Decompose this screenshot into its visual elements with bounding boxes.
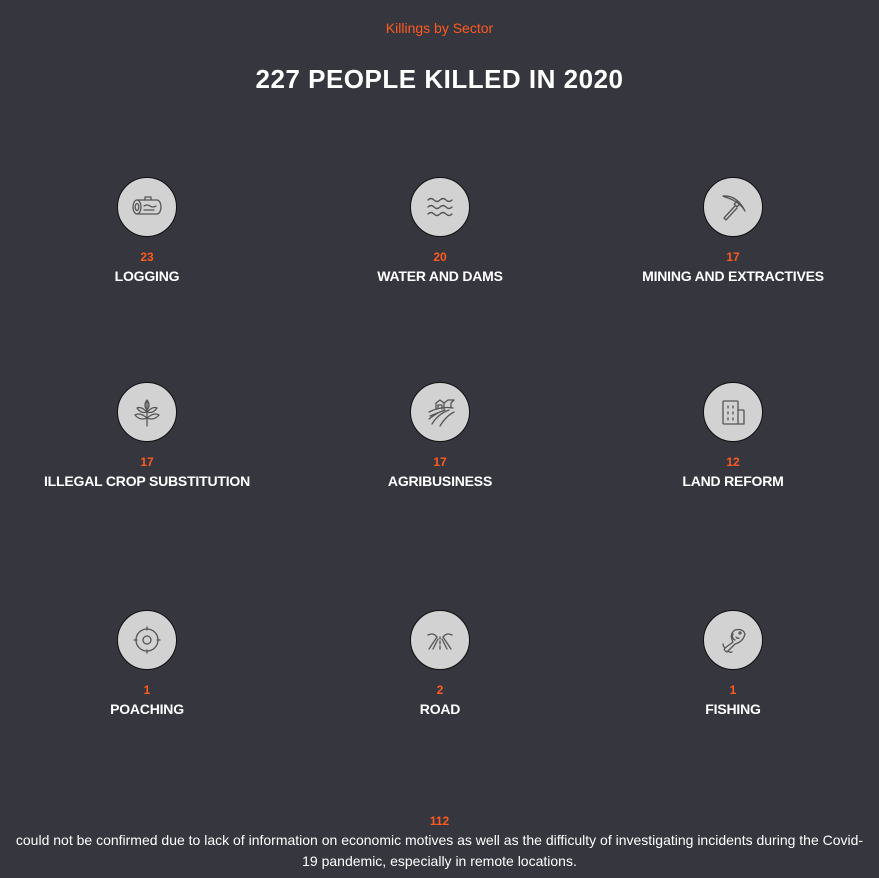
water-waves-icon	[410, 177, 470, 237]
chart-subtitle: Killings by Sector	[385, 20, 494, 36]
unconfirmed-description: could not be confirmed due to lack of in…	[15, 832, 864, 869]
sector-label: ROAD	[419, 701, 461, 717]
plant-leaf-icon	[117, 382, 177, 442]
sector-count: 17	[726, 250, 740, 264]
pickaxe-icon	[703, 177, 763, 237]
sector-land-reform: 12 LAND REFORM	[593, 382, 873, 489]
sector-agribusiness: 17 AGRIBUSINESS	[300, 382, 580, 489]
sector-count: 17	[433, 455, 447, 469]
sector-count: 23	[140, 250, 154, 264]
sector-count: 20	[433, 250, 447, 264]
sector-label: LOGGING	[114, 268, 180, 284]
sector-road: 2 ROAD	[300, 610, 580, 717]
unconfirmed-note: 112 could not be confirmed due to lack o…	[0, 814, 879, 872]
sector-label: LAND REFORM	[682, 473, 784, 489]
unconfirmed-count: 112	[429, 814, 450, 828]
sector-count: 12	[726, 455, 740, 469]
sector-label: FISHING	[705, 701, 761, 717]
sector-illegal-crop-substitution: 17 ILLEGAL CROP SUBSTITUTION	[7, 382, 287, 489]
building-icon	[703, 382, 763, 442]
sector-label: ILLEGAL CROP SUBSTITUTION	[43, 473, 251, 489]
sector-fishing: 1 FISHING	[593, 610, 873, 717]
sector-count: 1	[143, 683, 151, 697]
sector-label: AGRIBUSINESS	[387, 473, 493, 489]
sector-label: MINING AND EXTRACTIVES	[642, 268, 824, 284]
chart-title: 227 PEOPLE KILLED IN 2020	[255, 64, 624, 94]
fish-icon	[703, 610, 763, 670]
log-icon	[117, 177, 177, 237]
sector-count: 17	[140, 455, 154, 469]
sector-mining-and-extractives: 17 MINING AND EXTRACTIVES	[593, 177, 873, 284]
sector-water-and-dams: 20 WATER AND DAMS	[300, 177, 580, 284]
crosshair-target-icon	[117, 610, 177, 670]
farm-barn-icon	[410, 382, 470, 442]
sector-count: 2	[436, 683, 444, 697]
road-icon	[410, 610, 470, 670]
sector-label: WATER AND DAMS	[377, 268, 503, 284]
sector-label: POACHING	[110, 701, 184, 717]
sector-logging: 23 LOGGING	[7, 177, 287, 284]
sector-poaching: 1 POACHING	[7, 610, 287, 717]
sector-count: 1	[729, 683, 737, 697]
